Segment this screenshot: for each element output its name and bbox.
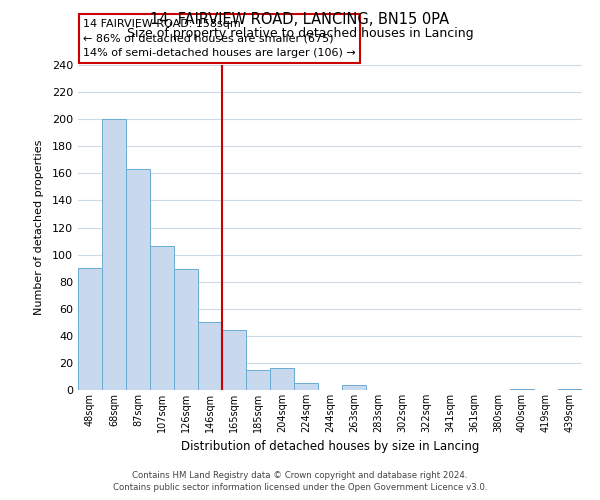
- Bar: [198, 322, 222, 390]
- X-axis label: Distribution of detached houses by size in Lancing: Distribution of detached houses by size …: [181, 440, 479, 454]
- Bar: [150, 246, 174, 390]
- Text: Contains HM Land Registry data © Crown copyright and database right 2024.
Contai: Contains HM Land Registry data © Crown c…: [113, 471, 487, 492]
- Bar: [222, 330, 246, 390]
- Bar: [294, 383, 318, 390]
- Text: 14, FAIRVIEW ROAD, LANCING, BN15 0PA: 14, FAIRVIEW ROAD, LANCING, BN15 0PA: [151, 12, 449, 28]
- Bar: [102, 119, 126, 390]
- Bar: [246, 370, 270, 390]
- Bar: [558, 388, 582, 390]
- Bar: [510, 388, 534, 390]
- Bar: [270, 368, 294, 390]
- Text: 14 FAIRVIEW ROAD: 158sqm
← 86% of detached houses are smaller (675)
14% of semi-: 14 FAIRVIEW ROAD: 158sqm ← 86% of detach…: [83, 19, 356, 59]
- Bar: [126, 170, 150, 390]
- Text: Size of property relative to detached houses in Lancing: Size of property relative to detached ho…: [127, 28, 473, 40]
- Bar: [174, 270, 198, 390]
- Bar: [342, 384, 366, 390]
- Bar: [78, 268, 102, 390]
- Y-axis label: Number of detached properties: Number of detached properties: [34, 140, 44, 315]
